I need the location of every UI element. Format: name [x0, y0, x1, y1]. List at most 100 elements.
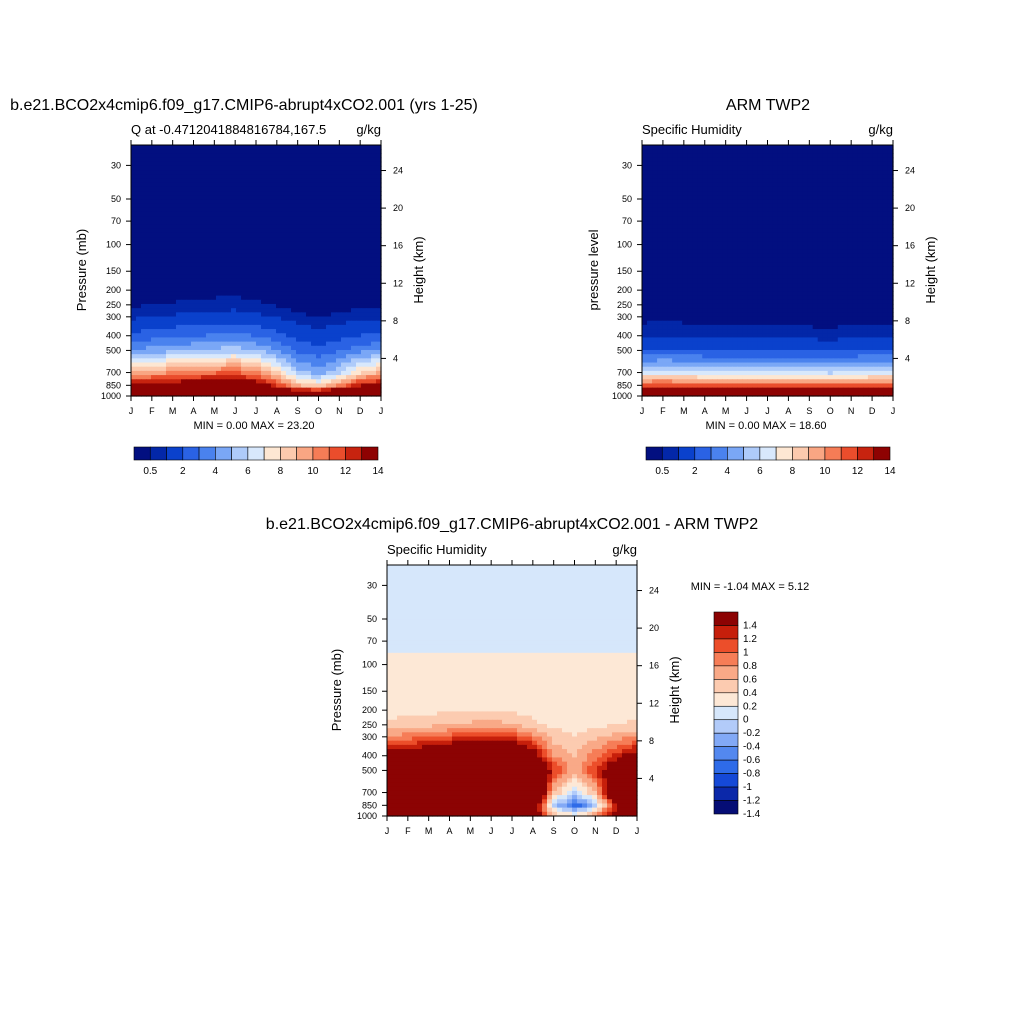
contour-cell	[286, 191, 292, 196]
contour-cell	[276, 170, 282, 175]
contour-cell	[186, 345, 192, 351]
contour-cell	[807, 207, 814, 213]
contour-cell	[862, 174, 869, 180]
contour-cell	[136, 291, 142, 297]
contour-cell	[707, 207, 713, 213]
contour-cell	[311, 320, 317, 326]
contour-cell	[216, 312, 222, 318]
contour-cell	[647, 211, 653, 217]
contour-cell	[642, 211, 648, 217]
contour-cell	[652, 216, 658, 221]
contour-cell	[316, 237, 322, 242]
contour-cell	[652, 232, 658, 238]
contour-cell	[872, 232, 879, 238]
contour-cell	[271, 299, 277, 305]
contour-cell	[161, 174, 167, 180]
contour-cell	[717, 165, 723, 171]
contour-cell	[316, 299, 322, 305]
contour-cell	[872, 211, 879, 217]
contour-cell	[271, 383, 277, 389]
contour-cell	[266, 362, 272, 368]
contour-cell	[171, 211, 177, 217]
contour-cell	[241, 199, 247, 205]
contour-cell	[852, 245, 859, 251]
contour-cell	[812, 165, 819, 171]
contour-cell	[652, 191, 658, 196]
contour-cell	[667, 170, 673, 175]
contour-cell	[151, 370, 157, 376]
contour-cell	[171, 161, 177, 167]
contour-cell	[797, 195, 804, 200]
contour-cell	[687, 295, 693, 301]
contour-cell	[757, 262, 764, 267]
contour-cell	[256, 283, 262, 288]
contour-cell	[256, 291, 262, 297]
contour-cell	[757, 278, 764, 284]
contour-cell	[311, 165, 317, 171]
contour-cell	[782, 274, 789, 280]
contour-cell	[697, 295, 703, 301]
contour-cell	[246, 362, 252, 368]
contour-cell	[827, 274, 834, 280]
contour-cell	[271, 333, 277, 339]
contour-cell	[171, 149, 177, 154]
contour-cell	[792, 203, 799, 209]
contour-cell	[872, 153, 879, 159]
contour-cell	[822, 161, 829, 167]
contour-cell	[371, 379, 377, 385]
y-tick-label: 100	[106, 240, 121, 250]
contour-cell	[321, 186, 327, 192]
contour-cell	[311, 274, 317, 280]
contour-cell	[842, 186, 849, 192]
contour-cell	[862, 283, 869, 288]
contour-cell	[872, 149, 879, 154]
contour-cell	[752, 195, 759, 200]
contour-cell	[336, 320, 342, 326]
contour-cell	[672, 216, 678, 221]
contour-cell	[206, 178, 212, 184]
contour-cell	[657, 203, 663, 209]
contour-cell	[882, 178, 889, 184]
contour-cell	[301, 174, 307, 180]
contour-cell	[877, 199, 884, 205]
units-label: g/kg	[356, 122, 381, 137]
contour-cell	[286, 303, 292, 309]
contour-cell	[887, 157, 894, 163]
contour-cell	[141, 178, 147, 184]
contour-cell	[777, 270, 784, 276]
contour-cell	[772, 174, 779, 180]
contour-cell	[276, 391, 282, 397]
contour-cell	[286, 333, 292, 339]
contour-cell	[151, 182, 157, 188]
contour-cell	[797, 262, 804, 267]
contour-cell	[667, 262, 673, 267]
contour-cell	[146, 253, 152, 259]
contour-cell	[186, 249, 192, 255]
contour-cell	[792, 262, 799, 267]
contour-cell	[697, 153, 703, 159]
contour-cell	[777, 228, 784, 234]
contour-cell	[732, 278, 738, 284]
contour-cell	[226, 283, 232, 288]
contour-cell	[877, 228, 884, 234]
contour-cell	[336, 274, 342, 280]
contour-cell	[136, 278, 142, 284]
contour-cell	[747, 291, 754, 297]
contour-cell	[161, 333, 167, 339]
contour-cell	[787, 211, 794, 217]
contour-cell	[832, 257, 839, 263]
contour-cell	[231, 274, 237, 280]
contour-cell	[772, 178, 779, 184]
contour-cell	[727, 245, 733, 251]
contour-cell	[782, 241, 789, 246]
contour-cell	[191, 320, 197, 326]
contour-cell	[772, 161, 779, 167]
contour-cell	[196, 220, 202, 226]
contour-cell	[176, 195, 182, 200]
contour-cell	[857, 232, 864, 238]
contour-cell	[306, 245, 312, 251]
contour-cell	[862, 253, 869, 259]
contour-cell	[286, 362, 292, 368]
contour-cell	[667, 237, 673, 242]
contour-cell	[642, 224, 648, 230]
